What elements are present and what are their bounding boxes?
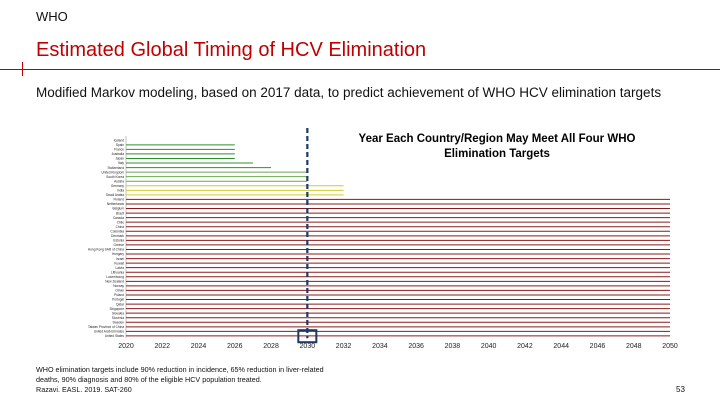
x-tick-label: 2020 (118, 343, 134, 350)
category-label: Netherlands (107, 202, 125, 206)
category-label: New Zealand (105, 280, 124, 284)
category-label: India (117, 189, 124, 193)
category-label: Iceland (114, 138, 125, 142)
x-tick-label: 2028 (263, 343, 279, 350)
category-label: Qatar (116, 302, 125, 306)
category-label: Hong Kong SAR of China (88, 248, 124, 252)
category-label: Austria (114, 179, 124, 183)
category-label: Oman (115, 289, 124, 293)
category-label: Taiwan Province of China (88, 325, 124, 329)
footnote: WHO elimination targets include 90% redu… (36, 365, 346, 395)
elimination-timing-chart: IcelandSpainFranceAustraliaJapanItalySwi… (88, 128, 678, 350)
footnote-line-2: deaths, 90% diagnosis and 80% of the eli… (36, 375, 262, 384)
x-tick-label: 2046 (590, 343, 606, 350)
category-label: Spain (116, 143, 124, 147)
category-label: South Korea (106, 175, 124, 179)
x-tick-label: 2032 (336, 343, 352, 350)
x-tick-label: 2038 (445, 343, 461, 350)
category-label: Sweden (112, 320, 124, 324)
footnote-citation: Razavi. EASL. 2019. SAT-260 (36, 385, 132, 394)
page-number: 53 (676, 385, 685, 394)
category-label: Japan (115, 157, 124, 161)
category-label: Slovakia (112, 311, 124, 315)
category-label: Singapore (109, 307, 124, 311)
x-tick-label: 2034 (372, 343, 388, 350)
category-label: Portugal (112, 298, 124, 302)
category-label: Lithuania (111, 270, 124, 274)
category-label: Slovenia (112, 316, 124, 320)
category-label: Estonia (113, 239, 124, 243)
category-label: Belgium (112, 207, 124, 211)
category-label: Germany (111, 184, 125, 188)
title-divider (0, 69, 720, 70)
category-label: Poland (114, 293, 124, 297)
x-tick-label: 2030 (300, 343, 316, 350)
footnote-line-1: WHO elimination targets include 90% redu… (36, 365, 324, 374)
category-label: United Arab Emirates (94, 330, 125, 334)
category-label: Switzerland (108, 166, 125, 170)
x-tick-label: 2024 (191, 343, 207, 350)
slide-subtitle: Modified Markov modeling, based on 2017 … (36, 85, 662, 100)
target-year-box (297, 329, 318, 344)
category-label: United Kingdom (101, 170, 124, 174)
category-label: Norway (113, 284, 124, 288)
category-label: Finland (114, 198, 125, 202)
category-label: Latvia (115, 266, 124, 270)
category-label: Saudi Arabia (106, 193, 124, 197)
x-tick-label: 2036 (408, 343, 424, 350)
category-label: Colombia (111, 229, 125, 233)
x-tick-label: 2044 (553, 343, 569, 350)
category-label: United States (105, 334, 125, 338)
chart-title: Year Each Country/Region May Meet All Fo… (358, 133, 636, 160)
category-label: Chile (117, 220, 124, 224)
category-label: France (114, 148, 124, 152)
x-tick-label: 2040 (481, 343, 497, 350)
category-label: Italy (118, 161, 124, 165)
x-tick-label: 2026 (227, 343, 243, 350)
category-label: Canada (113, 216, 124, 220)
category-label: China (116, 225, 125, 229)
organization-label: WHO (36, 9, 68, 24)
category-label: Luxembourg (106, 275, 124, 279)
x-tick-label: 2042 (517, 343, 533, 350)
category-label: Denmark (111, 234, 124, 238)
category-label: Israel (116, 257, 124, 261)
slide-title: Estimated Global Timing of HCV Eliminati… (36, 39, 427, 61)
x-tick-label: 2050 (662, 343, 678, 350)
category-label: Greece (114, 243, 125, 247)
x-tick-label: 2048 (626, 343, 642, 350)
x-tick-label: 2022 (154, 343, 170, 350)
category-label: Kuwait (114, 261, 124, 265)
category-label: Hungary (112, 252, 124, 256)
category-label: Brazil (116, 211, 124, 215)
category-label: Australia (112, 152, 125, 156)
